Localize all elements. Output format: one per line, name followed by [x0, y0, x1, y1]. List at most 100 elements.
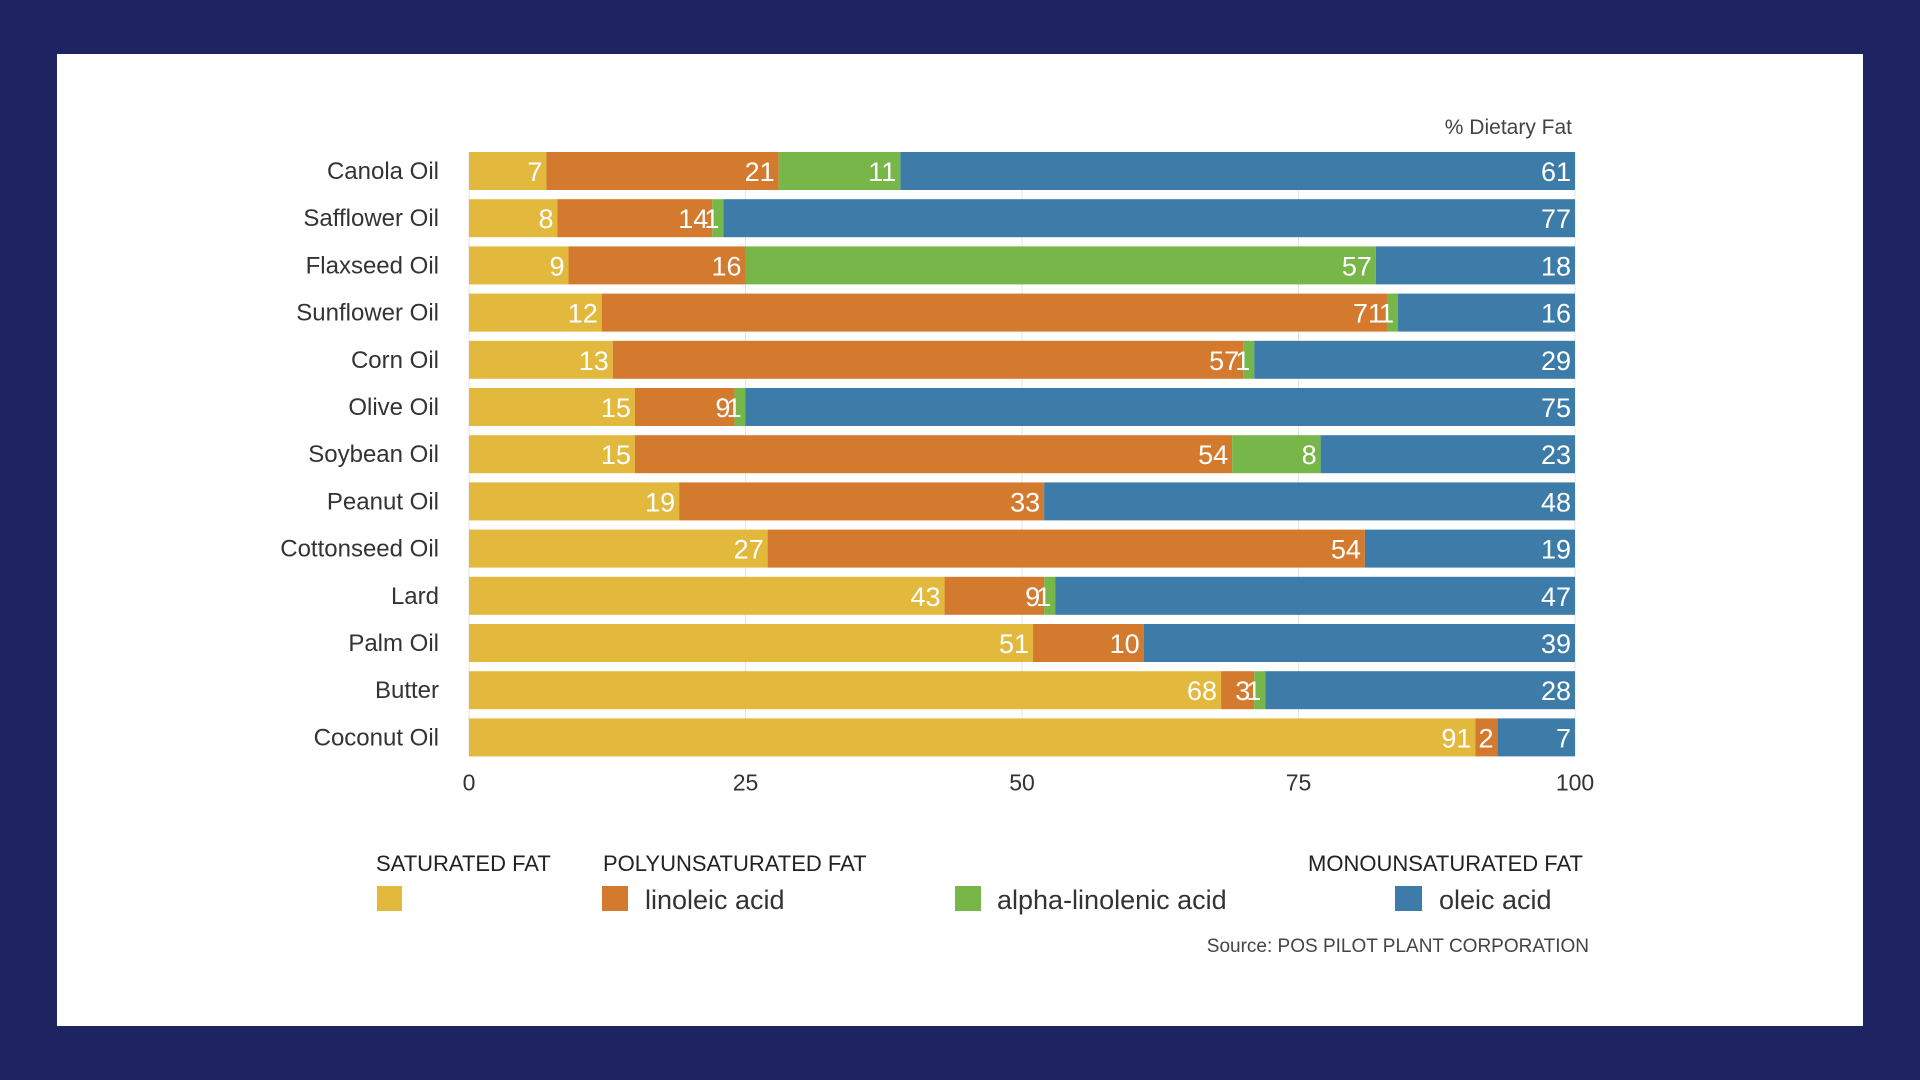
data-label: 61 — [1541, 157, 1571, 187]
legend-swatch-linoleic — [602, 886, 628, 911]
category-label: Flaxseed Oil — [306, 252, 439, 279]
data-label: 71 — [1353, 299, 1383, 329]
bar-segment — [1254, 340, 1575, 379]
data-label: 47 — [1541, 582, 1571, 612]
data-label: 16 — [711, 251, 741, 281]
data-label: 9 — [715, 393, 730, 423]
category-label: Olive Oil — [348, 394, 439, 421]
legend-heading-monounsaturated: MONOUNSATURATED FAT — [1308, 851, 1583, 876]
bar-segment — [634, 435, 1233, 474]
category-label: Corn Oil — [351, 347, 439, 374]
data-label: 16 — [1541, 299, 1571, 329]
data-label: 28 — [1541, 676, 1571, 706]
bar-segment — [469, 293, 602, 332]
legend-swatch-alpha-linolenic — [955, 886, 981, 911]
data-label: 18 — [1541, 251, 1571, 281]
bar-segment — [1320, 435, 1575, 474]
data-label: 15 — [601, 440, 631, 470]
bar-segment — [944, 576, 1045, 615]
data-label: 2 — [1479, 723, 1494, 753]
bar-segment — [1364, 529, 1575, 568]
data-label: 1 — [1379, 299, 1394, 329]
bars — [469, 152, 1575, 757]
bar-segment — [469, 388, 635, 426]
bar-segment — [1221, 671, 1255, 710]
bar-segment — [469, 576, 945, 615]
category-label: Cottonseed Oil — [280, 536, 439, 563]
data-label: 54 — [1198, 440, 1228, 470]
data-label: 48 — [1541, 487, 1571, 517]
data-label: 1 — [1246, 676, 1261, 706]
x-tick-label: 50 — [1009, 769, 1035, 795]
bar-segment — [469, 529, 768, 568]
data-label: 7 — [1556, 723, 1571, 753]
category-labels: Canola Oil Safflower Oil Flaxseed Oil Sunfl… — [280, 158, 439, 751]
bar-segment — [778, 152, 901, 190]
legend-label-oleic: oleic acid — [1439, 885, 1552, 915]
category-label: Sunflower Oil — [296, 300, 439, 327]
bar-segment — [1143, 624, 1575, 662]
source-note: Source: POS PILOT PLANT CORPORATION — [1207, 936, 1589, 957]
data-label: 10 — [1110, 629, 1140, 659]
data-label: 43 — [911, 582, 941, 612]
data-label: 75 — [1541, 393, 1571, 423]
x-tick-label: 0 — [463, 769, 476, 795]
data-label: 23 — [1541, 440, 1571, 470]
bar-segment — [900, 152, 1575, 190]
data-label: 11 — [868, 157, 896, 187]
bar-segment — [767, 529, 1365, 568]
data-label: 91 — [1441, 723, 1471, 753]
bar-segment — [612, 340, 1244, 379]
data-label: 33 — [1010, 487, 1040, 517]
data-label: 3 — [1235, 676, 1250, 706]
legend-swatch-saturated — [377, 886, 402, 911]
data-label: 8 — [538, 204, 553, 234]
data-label: 7 — [527, 157, 542, 187]
data-label: 68 — [1187, 676, 1217, 706]
bar-segment — [1254, 671, 1266, 710]
data-label: 77 — [1541, 204, 1571, 234]
bar-segment — [601, 293, 1387, 332]
category-label: Coconut Oil — [314, 724, 439, 751]
bar-segment — [1232, 435, 1321, 474]
category-label: Butter — [375, 677, 439, 704]
data-label: 1 — [726, 393, 741, 423]
data-label: 57 — [1209, 346, 1239, 376]
x-tick-label: 25 — [733, 769, 759, 795]
bar-segment — [469, 435, 635, 474]
x-axis-ticks: 0 25 50 75 100 — [463, 769, 1595, 795]
bar-segment — [568, 246, 746, 285]
bar-segment — [712, 199, 724, 238]
bar-segment — [1475, 718, 1498, 757]
x-tick-label: 100 — [1556, 769, 1594, 795]
bar-segment — [1398, 293, 1575, 332]
data-label: 1 — [1235, 346, 1250, 376]
category-label: Peanut Oil — [327, 488, 439, 515]
data-label: 1 — [704, 204, 719, 234]
bar-segment — [1044, 482, 1575, 521]
category-label: Palm Oil — [348, 630, 439, 657]
bar-segment — [469, 199, 558, 238]
chart-panel: 7 21 11 61 8 14 1 77 9 16 57 18 12 71 1 16 13 57 1 29 15 9 1 75… — [57, 54, 1863, 1026]
data-label: 14 — [678, 204, 708, 234]
bar-segment — [734, 388, 746, 426]
bar-segment — [1044, 576, 1056, 615]
bar-segment — [1033, 624, 1144, 662]
bar-segment — [1055, 576, 1575, 615]
data-label: 9 — [1025, 582, 1040, 612]
legend: SATURATED FAT POLYUNSATURATED FAT MONOUN… — [376, 851, 1583, 915]
data-label: 51 — [999, 629, 1029, 659]
category-label: Soybean Oil — [308, 441, 439, 468]
bar-segment — [469, 152, 547, 190]
bar-segment — [469, 624, 1034, 662]
bar-segment — [557, 199, 713, 238]
legend-label-linoleic: linoleic acid — [645, 885, 785, 915]
legend-swatch-oleic — [1395, 886, 1422, 911]
bar-segment — [1243, 340, 1255, 379]
data-label: 21 — [745, 157, 775, 187]
bar-segment — [469, 340, 613, 379]
bar-segment — [723, 199, 1575, 238]
data-label: 12 — [568, 299, 598, 329]
bar-segment — [745, 388, 1575, 426]
